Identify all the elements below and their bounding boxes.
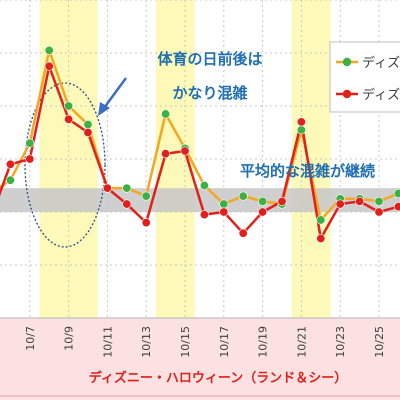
x-tick-label: 10/15	[179, 326, 192, 358]
chart-caption: ディズニー・ハロウィーン（ランド＆シー）	[89, 370, 347, 386]
series-line-1	[0, 65, 399, 240]
data-point-s1	[122, 199, 132, 209]
data-point-s1	[258, 207, 268, 217]
data-point-s1	[277, 196, 287, 206]
x-tick-label: 10/7	[24, 326, 37, 351]
data-point-s0	[44, 45, 54, 55]
data-point-s1	[64, 114, 74, 124]
x-tick-label: 10/17	[218, 326, 231, 358]
data-point-s1	[5, 159, 15, 169]
series-line-0	[0, 49, 399, 222]
legend-label-1: ディズニーシー	[362, 87, 400, 103]
annotation-text-2: かなり混雑	[172, 84, 247, 102]
data-point-s1	[296, 117, 306, 127]
data-point-s0	[393, 188, 400, 198]
x-tick-label: 10/13	[140, 326, 153, 358]
data-point-s0	[25, 138, 35, 148]
annotation-arrow-shaft	[102, 77, 128, 109]
data-point-s0	[374, 196, 384, 206]
data-point-s1	[393, 202, 400, 212]
data-point-s1	[102, 183, 112, 193]
legend-swatch-marker-0	[342, 57, 352, 67]
data-point-s0	[219, 199, 229, 209]
data-point-s1	[219, 207, 229, 217]
data-point-s0	[258, 196, 268, 206]
annotation-text-1: 体育の日前後は	[157, 50, 262, 68]
data-point-s0	[122, 183, 132, 193]
data-point-s1	[25, 154, 35, 164]
peak-ellipse	[24, 82, 106, 248]
x-tick-label: 10/25	[373, 326, 386, 358]
x-tick-label: 10/19	[257, 326, 270, 358]
annotation-arrow-head	[98, 102, 110, 116]
legend-box	[329, 41, 400, 113]
data-point-s1	[180, 146, 190, 156]
data-point-s1	[316, 234, 326, 244]
legend-swatch-marker-1	[342, 89, 352, 99]
annotation-text-3: 平均的な混雑が継続	[240, 162, 375, 180]
legend-label-0: ディズニーランド	[362, 55, 400, 71]
caption-background	[0, 318, 400, 400]
data-point-s0	[199, 181, 209, 191]
x-tick-label: 10/11	[101, 326, 114, 358]
data-point-s0	[64, 101, 74, 111]
data-point-s1	[199, 210, 209, 220]
data-point-s1	[374, 207, 384, 217]
data-point-s1	[161, 149, 171, 159]
data-point-s0	[161, 109, 171, 119]
data-point-s1	[83, 128, 93, 138]
data-point-s0	[316, 215, 326, 225]
data-point-s0	[296, 125, 306, 135]
data-point-s0	[83, 120, 93, 130]
data-point-s0	[238, 191, 248, 201]
data-point-s1	[355, 196, 365, 206]
data-point-s0	[141, 191, 151, 201]
data-point-s1	[335, 199, 345, 209]
x-tick-label: 10/23	[334, 326, 347, 358]
x-tick-label: 10/21	[295, 326, 308, 358]
data-point-s1	[238, 228, 248, 238]
data-point-s0	[5, 175, 15, 185]
data-point-s1	[44, 61, 54, 71]
data-point-s1	[141, 218, 151, 228]
x-tick-label: 10/9	[63, 326, 76, 351]
